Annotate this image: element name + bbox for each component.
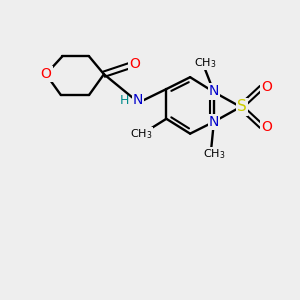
- Text: O: O: [261, 120, 272, 134]
- Text: O: O: [129, 57, 140, 71]
- Text: N: N: [209, 84, 219, 98]
- Text: H: H: [119, 94, 129, 107]
- Text: CH$_3$: CH$_3$: [194, 56, 216, 70]
- Text: O: O: [40, 67, 51, 81]
- Text: S: S: [237, 99, 247, 114]
- Text: O: O: [261, 80, 272, 94]
- Text: CH$_3$: CH$_3$: [130, 127, 152, 141]
- Text: N: N: [133, 93, 143, 107]
- Text: CH$_3$: CH$_3$: [203, 148, 225, 161]
- Text: N: N: [209, 116, 219, 129]
